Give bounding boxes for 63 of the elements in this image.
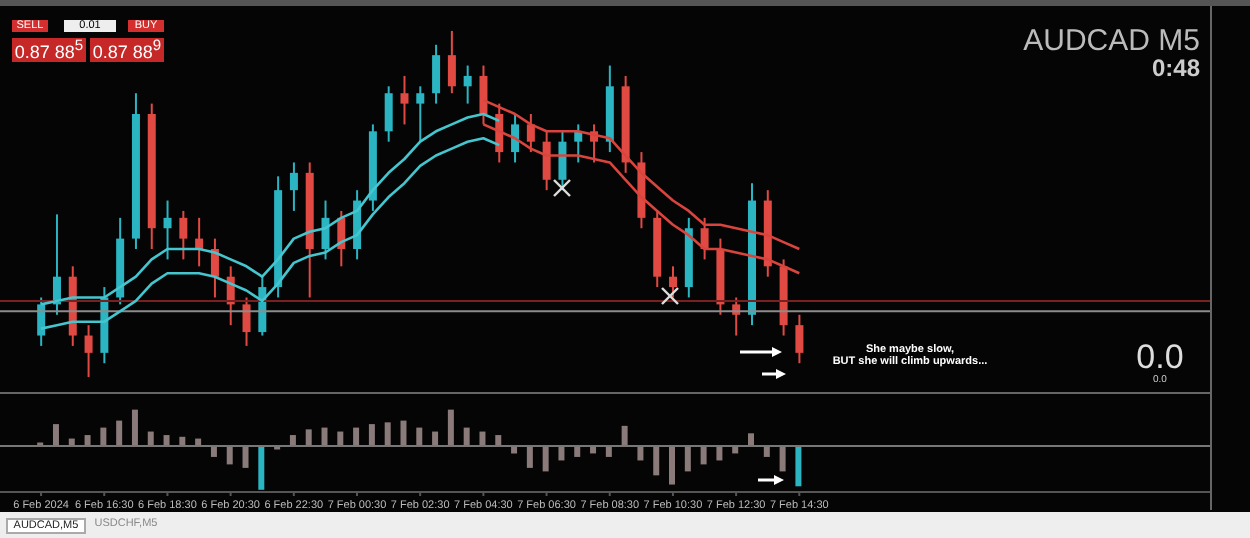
bar	[147, 431, 154, 446]
bar	[131, 409, 138, 446]
bar	[447, 409, 454, 446]
bar	[495, 435, 502, 446]
bar	[368, 424, 375, 446]
bar	[100, 427, 107, 446]
bar	[432, 431, 439, 446]
bar	[700, 446, 707, 465]
bar	[84, 435, 91, 446]
bar	[479, 431, 486, 446]
bar	[337, 431, 344, 446]
bar	[716, 446, 723, 461]
bar	[653, 446, 660, 476]
bar	[210, 446, 217, 457]
candlestick	[242, 296, 251, 347]
bar	[163, 435, 170, 446]
candlestick	[400, 74, 409, 126]
bar	[621, 425, 628, 446]
bar	[116, 420, 123, 446]
bar	[258, 446, 265, 490]
candlestick	[179, 209, 188, 261]
candlestick	[289, 161, 298, 212]
bar	[605, 446, 612, 457]
bar	[779, 446, 786, 472]
bar	[763, 446, 770, 457]
candlestick	[321, 199, 330, 261]
annotation: 0.87 88$^{9}$	[90, 36, 164, 63]
text: AUDCAD M5	[1021, 24, 1200, 59]
candlestick	[384, 85, 393, 143]
candlestick	[416, 85, 425, 143]
bar	[226, 446, 233, 465]
bar	[463, 427, 470, 446]
bar	[305, 429, 312, 446]
annotation: 0.87 88$^{5}$	[12, 36, 86, 63]
bar	[637, 446, 644, 461]
bar	[748, 433, 755, 446]
bar	[574, 446, 581, 457]
bar	[384, 422, 391, 446]
candlestick	[463, 64, 472, 105]
bar	[242, 446, 249, 468]
candlestick	[447, 29, 456, 95]
candlestick	[542, 130, 551, 192]
candlestick	[163, 199, 172, 261]
text: 0:48	[1149, 54, 1200, 84]
bar	[289, 435, 296, 446]
bar	[558, 446, 565, 461]
bar	[321, 427, 328, 446]
bar	[795, 446, 802, 487]
candlestick	[511, 113, 520, 164]
candlestick	[84, 324, 93, 379]
bar	[52, 424, 59, 446]
bar	[353, 427, 360, 446]
bar	[400, 420, 407, 446]
bar	[542, 446, 549, 472]
bar	[416, 427, 423, 446]
bar	[669, 446, 676, 485]
candlestick	[558, 130, 567, 192]
bar	[526, 446, 533, 468]
candlestick	[432, 43, 441, 105]
candlestick	[669, 265, 678, 299]
candlestick	[795, 313, 804, 365]
text: 0.0	[1134, 338, 1186, 376]
bar	[684, 446, 691, 472]
